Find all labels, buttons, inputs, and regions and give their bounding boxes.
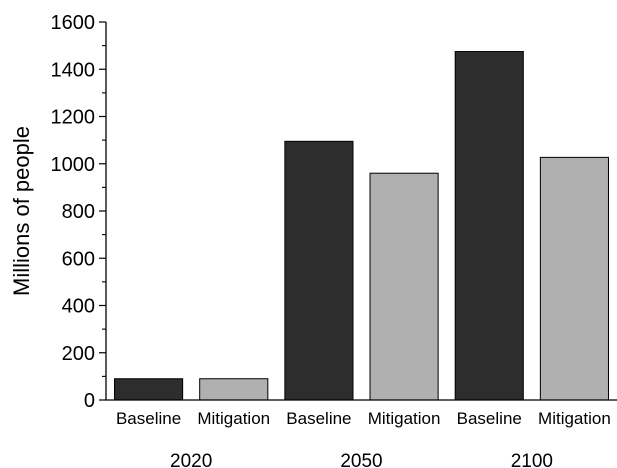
group-label-2020: 2020 <box>170 451 212 468</box>
y-tick-label: 1200 <box>51 107 96 129</box>
y-tick-label: 1000 <box>51 154 96 176</box>
category-label: Baseline <box>457 409 522 428</box>
bar-2020-mitigation <box>199 378 269 401</box>
group-label-2100: 2100 <box>511 451 553 468</box>
y-tick-label: 1400 <box>51 59 96 81</box>
y-tick-label: 800 <box>62 201 95 223</box>
bars-layer <box>114 51 609 401</box>
bar-2020-baseline <box>114 378 184 401</box>
y-tick-label: 0 <box>84 390 95 412</box>
category-label: Baseline <box>286 409 351 428</box>
y-tick-label: 600 <box>62 248 95 270</box>
y-axis-title: Millions of people <box>9 126 34 296</box>
category-label: Mitigation <box>197 409 270 428</box>
bar-2050-mitigation <box>369 172 439 401</box>
bar-2100-mitigation <box>539 156 609 401</box>
category-label: Baseline <box>116 409 181 428</box>
bar-2050-baseline <box>284 140 354 401</box>
x-labels: Baseline Mitigation Baseline Mitigation Base… <box>116 409 611 468</box>
y-tick-label: 200 <box>62 343 95 365</box>
category-label: Mitigation <box>368 409 441 428</box>
bar-2100-baseline <box>454 51 524 401</box>
y-tick-label: 400 <box>62 296 95 318</box>
y-tick-label: 1600 <box>51 12 96 34</box>
y-ticks: 0 200 400 600 800 1000 1200 1400 1600 <box>51 12 106 412</box>
group-label-2050: 2050 <box>340 451 382 468</box>
category-label: Mitigation <box>538 409 611 428</box>
